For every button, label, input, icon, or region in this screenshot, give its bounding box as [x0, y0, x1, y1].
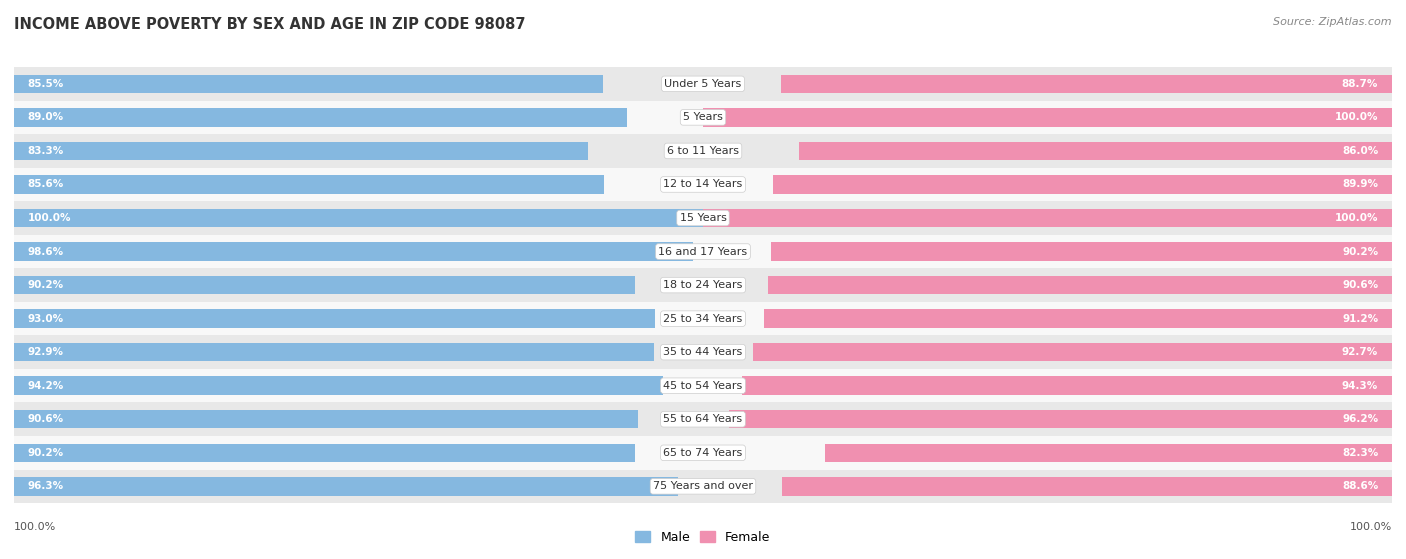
Bar [800, 142, 1392, 160]
Text: 96.3%: 96.3% [28, 481, 63, 491]
Bar [14, 74, 603, 93]
Bar [14, 101, 1392, 134]
Bar [730, 410, 1392, 428]
Text: 65 to 74 Years: 65 to 74 Years [664, 448, 742, 458]
Bar [14, 268, 1392, 302]
Text: 12 to 14 Years: 12 to 14 Years [664, 179, 742, 190]
Bar [14, 343, 654, 361]
Bar [14, 470, 1392, 503]
Text: 90.6%: 90.6% [28, 414, 63, 424]
Bar [14, 276, 636, 294]
Text: Under 5 Years: Under 5 Years [665, 79, 741, 89]
Bar [768, 276, 1392, 294]
Text: 82.3%: 82.3% [1341, 448, 1378, 458]
Text: 75 Years and over: 75 Years and over [652, 481, 754, 491]
Bar [14, 444, 636, 462]
Text: 18 to 24 Years: 18 to 24 Years [664, 280, 742, 290]
Bar [14, 243, 693, 260]
Text: 98.6%: 98.6% [28, 247, 63, 257]
Bar [770, 243, 1392, 260]
Bar [14, 235, 1392, 268]
Text: Source: ZipAtlas.com: Source: ZipAtlas.com [1274, 17, 1392, 27]
Text: 100.0%: 100.0% [28, 213, 72, 223]
Text: 88.6%: 88.6% [1341, 481, 1378, 491]
Text: 86.0%: 86.0% [1341, 146, 1378, 156]
Bar [763, 310, 1392, 328]
Text: INCOME ABOVE POVERTY BY SEX AND AGE IN ZIP CODE 98087: INCOME ABOVE POVERTY BY SEX AND AGE IN Z… [14, 17, 526, 32]
Bar [14, 377, 664, 395]
Text: 83.3%: 83.3% [28, 146, 65, 156]
Text: 100.0%: 100.0% [1334, 213, 1378, 223]
Text: 94.3%: 94.3% [1341, 381, 1378, 391]
Text: 85.5%: 85.5% [28, 79, 65, 89]
Bar [14, 369, 1392, 402]
Text: 92.9%: 92.9% [28, 347, 63, 357]
Text: 96.2%: 96.2% [1343, 414, 1378, 424]
Text: 90.6%: 90.6% [1343, 280, 1378, 290]
Bar [782, 477, 1392, 496]
Text: 100.0%: 100.0% [1350, 522, 1392, 532]
Bar [14, 302, 1392, 335]
Text: 5 Years: 5 Years [683, 112, 723, 122]
Text: 90.2%: 90.2% [28, 448, 63, 458]
Bar [14, 402, 1392, 436]
Bar [14, 209, 703, 227]
Bar [825, 444, 1392, 462]
Bar [14, 335, 1392, 369]
Bar [14, 168, 1392, 201]
Bar [14, 142, 588, 160]
Bar [772, 175, 1392, 193]
Bar [703, 209, 1392, 227]
Bar [14, 310, 655, 328]
Text: 55 to 64 Years: 55 to 64 Years [664, 414, 742, 424]
Text: 92.7%: 92.7% [1341, 347, 1378, 357]
Bar [780, 74, 1392, 93]
Text: 89.0%: 89.0% [28, 112, 63, 122]
Bar [14, 67, 1392, 101]
Text: 94.2%: 94.2% [28, 381, 65, 391]
Text: 90.2%: 90.2% [28, 280, 63, 290]
Text: 35 to 44 Years: 35 to 44 Years [664, 347, 742, 357]
Bar [14, 175, 603, 193]
Bar [14, 201, 1392, 235]
Bar [703, 108, 1392, 126]
Text: 100.0%: 100.0% [14, 522, 56, 532]
Bar [742, 377, 1392, 395]
Bar [14, 134, 1392, 168]
Bar [754, 343, 1392, 361]
Bar [14, 108, 627, 126]
Text: 15 Years: 15 Years [679, 213, 727, 223]
Text: 100.0%: 100.0% [1334, 112, 1378, 122]
Bar [14, 410, 638, 428]
Legend: Male, Female: Male, Female [630, 526, 776, 549]
Text: 93.0%: 93.0% [28, 314, 63, 324]
Text: 16 and 17 Years: 16 and 17 Years [658, 247, 748, 257]
Text: 85.6%: 85.6% [28, 179, 65, 190]
Text: 88.7%: 88.7% [1341, 79, 1378, 89]
Text: 45 to 54 Years: 45 to 54 Years [664, 381, 742, 391]
Bar [14, 477, 678, 496]
Text: 91.2%: 91.2% [1343, 314, 1378, 324]
Text: 6 to 11 Years: 6 to 11 Years [666, 146, 740, 156]
Bar [14, 436, 1392, 470]
Text: 90.2%: 90.2% [1343, 247, 1378, 257]
Text: 89.9%: 89.9% [1343, 179, 1378, 190]
Text: 25 to 34 Years: 25 to 34 Years [664, 314, 742, 324]
